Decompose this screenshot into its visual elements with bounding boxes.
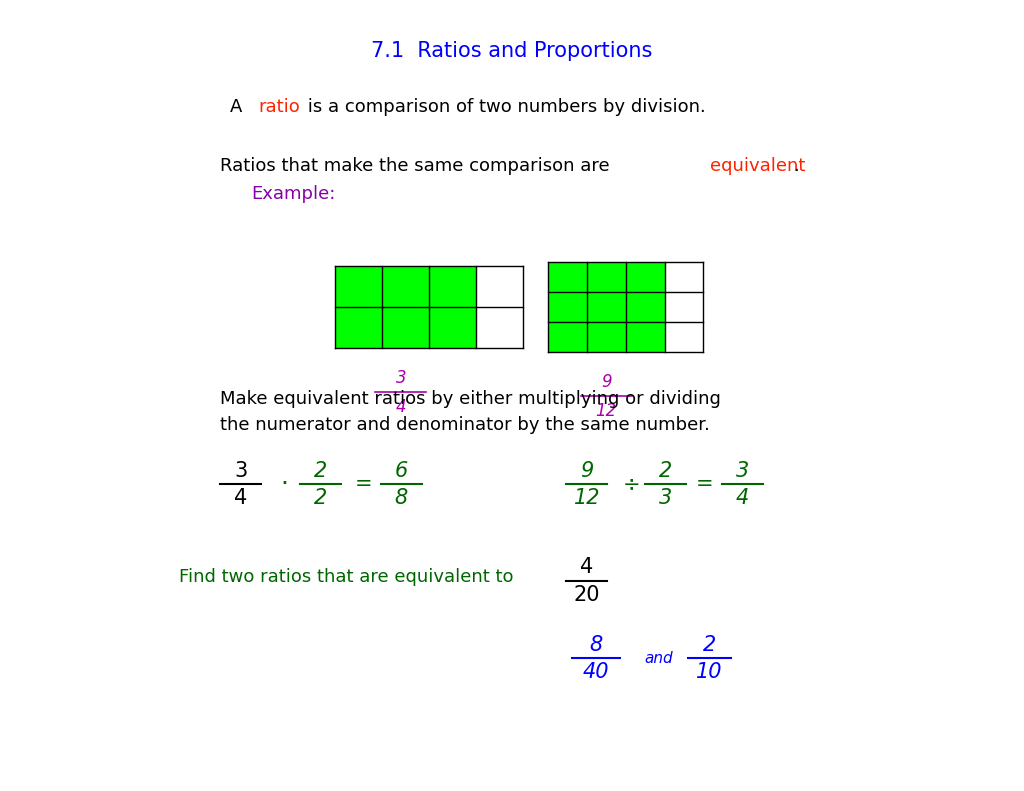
Text: 9: 9 [601, 373, 611, 391]
Text: A: A [230, 98, 249, 115]
Text: =: = [354, 474, 373, 494]
Text: 2: 2 [314, 460, 327, 481]
Text: 4: 4 [736, 488, 749, 509]
Text: 3: 3 [234, 460, 247, 481]
Bar [335, 266, 476, 348]
Text: .: . [794, 157, 800, 175]
Text: 3: 3 [659, 488, 672, 509]
Text: 7.1  Ratios and Proportions: 7.1 Ratios and Proportions [372, 41, 652, 62]
Text: 10: 10 [696, 662, 723, 683]
Text: ·: · [281, 472, 289, 496]
Text: 3: 3 [395, 369, 407, 387]
Text: 9: 9 [581, 460, 593, 481]
Text: equivalent: equivalent [710, 157, 805, 175]
Text: 2: 2 [659, 460, 672, 481]
Text: 2: 2 [703, 634, 716, 655]
Text: 4: 4 [581, 557, 593, 577]
Text: Make equivalent ratios by either multiplying or dividing: Make equivalent ratios by either multipl… [220, 391, 721, 408]
Text: is a comparison of two numbers by division.: is a comparison of two numbers by divisi… [302, 98, 706, 115]
Text: 8: 8 [395, 488, 408, 509]
Text: ratio: ratio [258, 98, 300, 115]
Bar [548, 262, 665, 352]
Text: 4: 4 [395, 399, 407, 416]
Text: 8: 8 [590, 634, 602, 655]
Text: 4: 4 [234, 488, 247, 509]
Text: and: and [644, 651, 673, 665]
Text: 3: 3 [736, 460, 749, 481]
Text: Example:: Example: [251, 185, 335, 202]
Text: Find two ratios that are equivalent to: Find two ratios that are equivalent to [179, 569, 519, 586]
Text: 6: 6 [395, 460, 408, 481]
Text: 2: 2 [314, 488, 327, 509]
Text: 12: 12 [596, 403, 616, 420]
Text: 12: 12 [573, 488, 600, 509]
Text: the numerator and denominator by the same number.: the numerator and denominator by the sam… [220, 416, 710, 433]
Text: 20: 20 [573, 585, 600, 605]
Text: 40: 40 [583, 662, 609, 683]
Text: Ratios that make the same comparison are: Ratios that make the same comparison are [220, 157, 615, 175]
Text: ÷: ÷ [623, 474, 641, 494]
Text: =: = [695, 474, 714, 494]
